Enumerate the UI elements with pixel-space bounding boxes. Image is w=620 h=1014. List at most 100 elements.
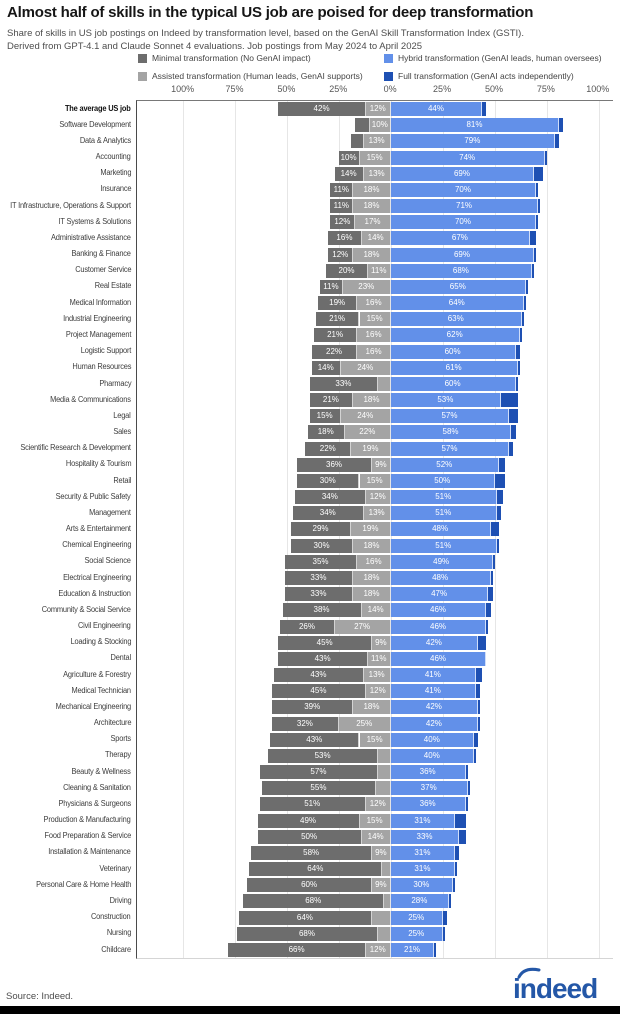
bar-segment bbox=[536, 215, 539, 230]
category-label-text: Pharmacy bbox=[98, 378, 131, 388]
bar-segment bbox=[378, 926, 391, 941]
category-label: Construction bbox=[6, 909, 136, 925]
bar-segment: 21% bbox=[390, 942, 435, 957]
bar-segment: 69% bbox=[390, 166, 535, 181]
category-label-text: Civil Engineering bbox=[78, 621, 131, 631]
bar-segment bbox=[532, 263, 535, 278]
category-label: Legal bbox=[6, 407, 136, 423]
category-label: Electrical Engineering bbox=[6, 569, 136, 585]
category-label: Therapy bbox=[6, 747, 136, 763]
bar-row: 58% 9% 31% bbox=[137, 845, 613, 861]
category-label-text: Medical Technician bbox=[71, 685, 132, 695]
bar-segment: 61% bbox=[390, 360, 518, 375]
bar-segment: 63% bbox=[390, 312, 522, 327]
bar-segment bbox=[475, 668, 483, 683]
category-label-text: Food Preparation & Service bbox=[44, 831, 131, 841]
bar-segment: 48% bbox=[390, 522, 491, 537]
category-label-text: Construction bbox=[91, 912, 131, 922]
legend-label: Full transformation (GenAI acts independ… bbox=[398, 71, 574, 81]
bar-segment: 45% bbox=[278, 635, 372, 650]
bar-row: 68% 25% bbox=[137, 926, 613, 942]
bar-row: 19% 16% 64% bbox=[137, 295, 613, 311]
category-label-text: Loading & Stocking bbox=[70, 637, 131, 647]
bar-segment: 12% bbox=[365, 684, 391, 699]
category-label: Personal Care & Home Health bbox=[6, 876, 136, 892]
bar-segment: 15% bbox=[309, 409, 341, 424]
bar-segment bbox=[473, 732, 479, 747]
category-label: Beauty & Wellness bbox=[6, 763, 136, 779]
category-label-text: Education & Instruction bbox=[58, 588, 131, 598]
bar-segment: 12% bbox=[365, 942, 391, 957]
bar-row: 51% 12% 36% bbox=[137, 796, 613, 812]
bar-segment: 19% bbox=[317, 296, 358, 311]
category-label: Management bbox=[6, 504, 136, 520]
bar-row: 12% 18% 69% bbox=[137, 247, 613, 263]
bar-segment: 16% bbox=[357, 344, 391, 359]
bar-row: 64% 25% bbox=[137, 910, 613, 926]
bar-segment: 42% bbox=[278, 102, 366, 116]
bar-row: 18% 22% 58% bbox=[137, 424, 613, 440]
bar-segment: 21% bbox=[309, 393, 354, 408]
bar-segment: 23% bbox=[342, 279, 391, 294]
category-label-text: The average US job bbox=[65, 103, 131, 113]
category-label-text: Scientific Research & Development bbox=[20, 443, 132, 453]
category-label-text: Industrial Engineering bbox=[63, 313, 131, 323]
bar-segment: 21% bbox=[315, 312, 360, 327]
bar-segment bbox=[515, 376, 518, 391]
bar-segment: 57% bbox=[390, 409, 510, 424]
bar-segment: 12% bbox=[365, 490, 391, 505]
bar-segment bbox=[448, 894, 452, 909]
source-note: Source: Indeed. bbox=[6, 991, 74, 1002]
bar-row: 57% 36% bbox=[137, 764, 613, 780]
bar-segment: 34% bbox=[292, 506, 364, 521]
bar-segment bbox=[478, 716, 481, 731]
bar-segment: 22% bbox=[305, 441, 352, 456]
bar-segment: 9% bbox=[371, 635, 391, 650]
bar-segment: 15% bbox=[359, 312, 391, 327]
bar-segment: 33% bbox=[284, 587, 354, 602]
chart: The average US job Software Development Da… bbox=[6, 100, 613, 960]
bar-segment: 38% bbox=[282, 603, 362, 618]
bar-segment bbox=[434, 942, 437, 957]
bar-segment: 41% bbox=[390, 668, 476, 683]
bar-segment: 46% bbox=[390, 619, 487, 634]
bar-row: 30% 18% 51% bbox=[137, 538, 613, 554]
subtitle-line-1: Share of skills in US job postings on In… bbox=[7, 28, 524, 39]
bar-segment: 12% bbox=[330, 215, 356, 230]
axis-tick-label: 25% bbox=[433, 84, 452, 94]
bar-row: 38% 14% 46% bbox=[137, 602, 613, 618]
category-label: Medical Information bbox=[6, 294, 136, 310]
bar-segment: 15% bbox=[359, 150, 391, 165]
category-label: Production & Manufacturing bbox=[6, 812, 136, 828]
category-label: Human Resources bbox=[6, 359, 136, 375]
bar-segment bbox=[486, 619, 489, 634]
bar-segment: 28% bbox=[390, 894, 449, 909]
bar-segment bbox=[496, 506, 501, 521]
category-label-text: Accounting bbox=[96, 152, 131, 162]
bottom-bar bbox=[0, 1006, 620, 1014]
bar-segment bbox=[459, 829, 466, 844]
bar-segment: 31% bbox=[390, 862, 456, 877]
bar-segment: 18% bbox=[353, 570, 391, 585]
bar-segment bbox=[517, 360, 520, 375]
category-label-text: Customer Service bbox=[74, 265, 131, 275]
axis-ticks: 100% 75% 50% 25% 0% 25% 50% 75% 100% bbox=[137, 84, 612, 96]
bars: 42% 12% 44% 10% 81% 13% 79% 10% 15% 74% 14% 13% 69% 1… bbox=[137, 101, 613, 958]
category-label: Nursing bbox=[6, 925, 136, 941]
bar-segment bbox=[455, 813, 466, 828]
bar-segment: 81% bbox=[390, 118, 560, 133]
category-label: Insurance bbox=[6, 181, 136, 197]
bar-segment: 19% bbox=[351, 522, 391, 537]
category-label-text: Veterinary bbox=[99, 863, 131, 873]
category-label-text: Mechanical Engineering bbox=[55, 701, 132, 711]
gridline bbox=[234, 101, 236, 959]
bar-segment: 47% bbox=[390, 587, 489, 602]
category-label-text: Software Development bbox=[59, 119, 131, 129]
bar-segment: 49% bbox=[390, 554, 493, 569]
category-label: Food Preparation & Service bbox=[6, 828, 136, 844]
bar-segment: 14% bbox=[361, 829, 391, 844]
bar-segment bbox=[378, 376, 391, 391]
category-label: Project Management bbox=[6, 326, 136, 342]
category-label: Mechanical Engineering bbox=[6, 698, 136, 714]
bar-row: 20% 11% 68% bbox=[137, 263, 613, 279]
